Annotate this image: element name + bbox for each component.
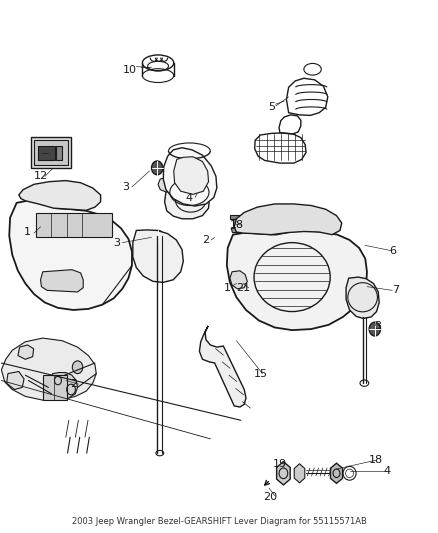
Polygon shape [233,219,238,228]
Polygon shape [230,271,247,289]
Polygon shape [199,326,246,407]
Polygon shape [234,204,342,235]
Polygon shape [133,230,184,282]
Polygon shape [48,373,78,399]
Polygon shape [174,157,208,195]
Text: 5: 5 [268,102,275,112]
Polygon shape [331,463,343,483]
Text: 3: 3 [374,321,381,331]
Text: 2: 2 [70,379,77,389]
Text: 20: 20 [263,492,277,502]
Text: 12: 12 [33,172,48,181]
Circle shape [72,361,83,374]
Text: 19: 19 [273,459,287,469]
Polygon shape [277,462,290,485]
Bar [38,146,55,160]
Text: 21: 21 [236,282,250,293]
Text: 15: 15 [253,369,267,378]
Bar [43,375,67,400]
Text: 7: 7 [392,285,399,295]
Text: 18: 18 [369,455,383,465]
Text: 10: 10 [123,66,137,75]
Polygon shape [165,184,209,219]
Polygon shape [163,148,217,206]
Polygon shape [18,345,34,359]
Bar [56,146,62,160]
Text: 2003 Jeep Wrangler Bezel-GEARSHIFT Lever Diagram for 55115571AB: 2003 Jeep Wrangler Bezel-GEARSHIFT Lever… [71,518,367,526]
Polygon shape [7,372,24,390]
Circle shape [152,230,164,244]
Circle shape [369,322,381,336]
Polygon shape [158,177,171,192]
Polygon shape [227,230,367,330]
Text: 1: 1 [24,227,31,237]
Polygon shape [346,277,379,318]
Text: 18: 18 [230,220,244,230]
Bar [31,136,71,168]
Polygon shape [230,215,241,219]
Text: 6: 6 [389,246,396,256]
Bar [34,140,68,165]
Text: 4: 4 [185,192,192,203]
Polygon shape [9,200,132,310]
Polygon shape [1,338,96,400]
Circle shape [152,161,163,175]
Polygon shape [294,464,305,483]
Text: 1: 1 [224,282,231,293]
Text: 4: 4 [383,466,390,475]
Text: 2: 2 [202,235,209,245]
Polygon shape [231,228,240,232]
Text: 3: 3 [122,182,129,192]
Polygon shape [41,270,83,292]
Text: 3: 3 [113,238,120,248]
Bar [36,214,113,237]
Polygon shape [19,181,101,211]
